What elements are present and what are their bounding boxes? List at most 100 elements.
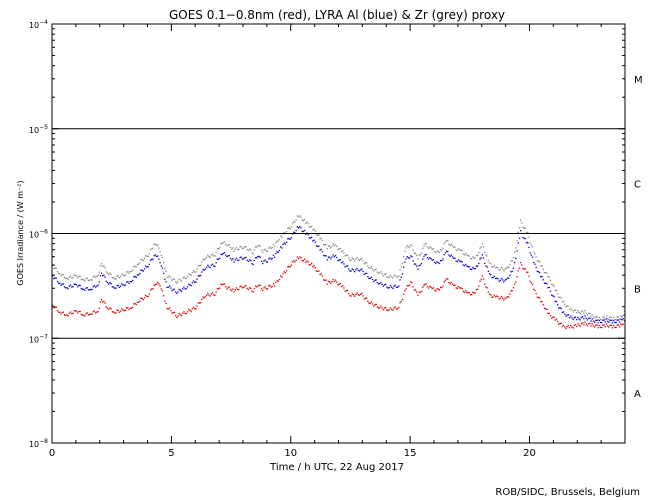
data-point xyxy=(169,285,171,287)
data-point xyxy=(459,287,461,289)
data-point xyxy=(570,315,572,317)
data-point xyxy=(109,272,111,274)
data-point xyxy=(524,238,526,240)
data-point xyxy=(289,266,291,268)
data-point xyxy=(122,309,124,311)
data-point xyxy=(312,229,314,231)
data-point xyxy=(204,296,207,298)
data-point xyxy=(324,255,326,257)
data-point xyxy=(117,284,119,287)
data-point xyxy=(443,243,445,245)
data-point xyxy=(145,265,147,267)
data-point xyxy=(61,311,63,314)
data-point xyxy=(266,288,269,290)
data-point xyxy=(377,307,380,309)
data-point xyxy=(437,288,439,290)
data-point xyxy=(281,247,283,249)
data-point xyxy=(147,255,149,257)
data-point xyxy=(373,280,375,283)
data-point xyxy=(360,258,362,261)
data-point xyxy=(207,264,209,266)
data-point xyxy=(92,286,94,288)
y-tick-base: 10 xyxy=(29,440,39,449)
data-point xyxy=(454,257,456,259)
data-point xyxy=(355,269,357,271)
data-point xyxy=(430,258,432,260)
data-point xyxy=(516,250,518,252)
data-point xyxy=(95,276,97,279)
data-point xyxy=(619,321,621,323)
data-point xyxy=(72,277,74,279)
data-point xyxy=(440,259,442,262)
data-point xyxy=(109,282,111,284)
y-tick-exponent: −8 xyxy=(39,438,48,445)
data-point xyxy=(451,283,454,285)
data-point xyxy=(108,308,110,310)
data-point xyxy=(158,258,160,260)
data-point xyxy=(351,268,353,270)
data-point xyxy=(509,274,511,277)
data-point xyxy=(521,264,523,266)
data-point xyxy=(554,300,556,302)
data-point xyxy=(400,300,402,303)
data-point xyxy=(149,249,152,251)
data-point xyxy=(486,287,488,289)
y-tick-label: 10−4 xyxy=(29,19,48,30)
data-point xyxy=(297,216,300,218)
data-point xyxy=(585,323,587,325)
data-point xyxy=(457,286,460,288)
data-point xyxy=(179,289,181,291)
data-point xyxy=(343,263,345,265)
data-point xyxy=(186,286,189,288)
data-point xyxy=(376,306,378,308)
data-point xyxy=(277,280,279,282)
data-point xyxy=(81,288,84,290)
data-point xyxy=(577,316,579,319)
data-point xyxy=(214,294,216,296)
data-point xyxy=(219,287,221,289)
data-point xyxy=(237,288,239,291)
data-point xyxy=(480,246,482,248)
data-point xyxy=(324,279,326,281)
data-point xyxy=(394,306,396,308)
flare-class-label: M xyxy=(634,75,643,86)
data-point xyxy=(134,275,136,278)
data-point xyxy=(265,250,267,252)
data-point xyxy=(358,259,361,261)
data-point xyxy=(615,319,617,321)
data-point xyxy=(481,243,484,245)
data-point xyxy=(486,255,488,257)
data-point xyxy=(434,289,436,291)
data-point xyxy=(552,284,554,286)
data-point xyxy=(461,250,463,252)
data-point xyxy=(106,307,109,309)
data-point xyxy=(401,298,404,301)
data-point xyxy=(325,279,327,281)
data-point xyxy=(216,258,218,260)
data-point xyxy=(490,294,492,296)
data-point xyxy=(444,279,446,281)
data-point xyxy=(283,231,285,234)
data-point xyxy=(545,308,547,310)
data-point xyxy=(165,270,167,273)
data-point xyxy=(398,306,400,309)
data-point xyxy=(264,259,266,261)
data-point xyxy=(465,263,467,266)
data-point xyxy=(207,292,209,295)
data-point xyxy=(290,237,293,239)
data-point xyxy=(394,284,396,286)
data-point xyxy=(416,265,418,267)
data-point xyxy=(413,289,415,291)
data-point xyxy=(377,272,380,274)
data-point xyxy=(440,286,442,288)
data-point xyxy=(244,257,246,259)
data-point xyxy=(584,310,586,312)
data-point xyxy=(366,297,368,299)
y-tick-exponent: −5 xyxy=(39,124,48,131)
data-point xyxy=(597,322,599,324)
data-point xyxy=(198,265,201,267)
data-point xyxy=(586,314,589,316)
data-point xyxy=(490,263,492,265)
data-point xyxy=(565,327,567,330)
data-point xyxy=(393,275,395,277)
